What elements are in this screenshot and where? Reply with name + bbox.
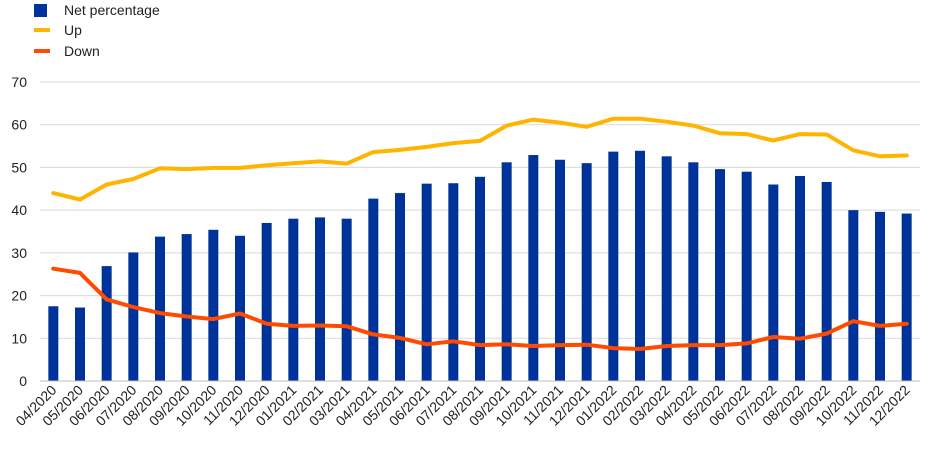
bar — [661, 156, 672, 381]
y-tick-label: 30 — [11, 245, 27, 261]
bar — [501, 162, 512, 381]
bar — [128, 252, 139, 381]
bar — [181, 234, 192, 381]
bar — [768, 184, 779, 381]
y-axis: 0 10 20 30 40 50 60 70 — [11, 74, 27, 389]
legend-label-net-percentage: Net percentage — [64, 2, 160, 18]
y-tick-label: 60 — [11, 117, 27, 133]
series-line-up — [51, 116, 909, 202]
bar — [688, 162, 699, 381]
legend-label-down: Down — [64, 43, 100, 59]
bar — [75, 307, 85, 381]
bar — [208, 229, 219, 381]
x-axis: 04/202005/202006/202007/202008/202009/20… — [12, 380, 920, 429]
bar — [848, 210, 859, 381]
bar — [528, 155, 539, 381]
bar — [715, 169, 725, 381]
bar — [395, 193, 405, 381]
bar — [475, 176, 485, 381]
bar — [741, 171, 752, 381]
series-line-down — [51, 266, 909, 351]
bar — [635, 150, 645, 381]
bars-net-percentage — [48, 150, 912, 381]
y-tick-label: 10 — [11, 330, 27, 346]
bar — [155, 236, 165, 381]
bar — [235, 235, 245, 381]
bar — [448, 183, 459, 381]
bar — [821, 181, 832, 381]
bar — [48, 306, 59, 381]
bar — [421, 183, 432, 381]
legend-swatch-net-percentage — [34, 4, 47, 17]
lines — [51, 116, 909, 351]
bar — [901, 213, 912, 381]
y-tick-label: 20 — [11, 288, 27, 304]
legend-label-up: Up — [64, 22, 82, 38]
bar — [795, 175, 805, 381]
bar — [555, 159, 565, 381]
y-tick-label: 40 — [11, 202, 27, 218]
bar — [341, 218, 352, 381]
y-tick-label: 50 — [11, 159, 27, 175]
bar — [101, 266, 112, 381]
bar — [315, 217, 325, 381]
bar — [581, 163, 592, 381]
bar — [368, 198, 379, 381]
legend: Net percentage Up Down — [34, 2, 160, 59]
bar — [608, 151, 619, 381]
y-tick-label: 0 — [19, 373, 27, 389]
y-tick-label: 70 — [11, 74, 27, 90]
bar — [261, 222, 272, 381]
bar — [875, 211, 885, 381]
bar — [288, 218, 299, 381]
